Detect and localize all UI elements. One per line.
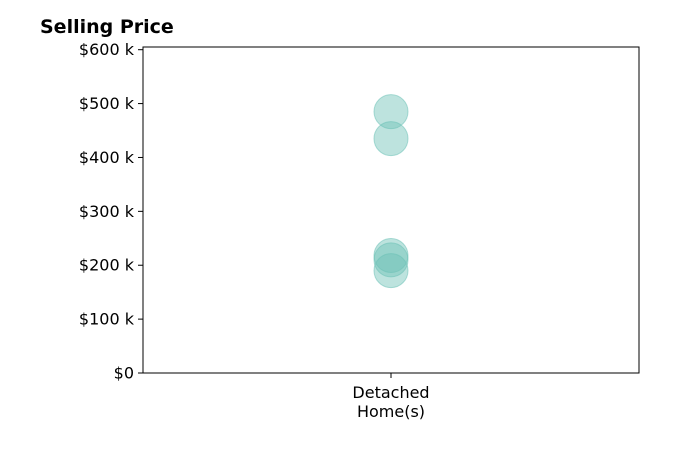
y-tick-label: $400 k	[79, 148, 135, 167]
y-tick-label: $600 k	[79, 40, 135, 59]
y-tick-label: $0	[114, 364, 134, 383]
x-tick-label: Detached Home(s)	[352, 383, 429, 421]
data-point	[373, 242, 409, 278]
y-tick-label: $100 k	[79, 310, 135, 329]
data-point	[373, 121, 409, 157]
points-layer	[373, 94, 409, 289]
y-tick-label: $500 k	[79, 94, 135, 113]
y-tick-label: $300 k	[79, 202, 135, 221]
data-point	[373, 253, 409, 289]
data-point	[373, 238, 409, 274]
y-tick-label: $200 k	[79, 256, 135, 275]
x-axis: Detached Home(s)	[352, 373, 430, 421]
data-point	[373, 94, 409, 130]
chart-title: Selling Price	[40, 16, 174, 38]
y-axis: $0 $100 k $200 k $300 k $400 k $500 k $600 k	[79, 40, 143, 383]
